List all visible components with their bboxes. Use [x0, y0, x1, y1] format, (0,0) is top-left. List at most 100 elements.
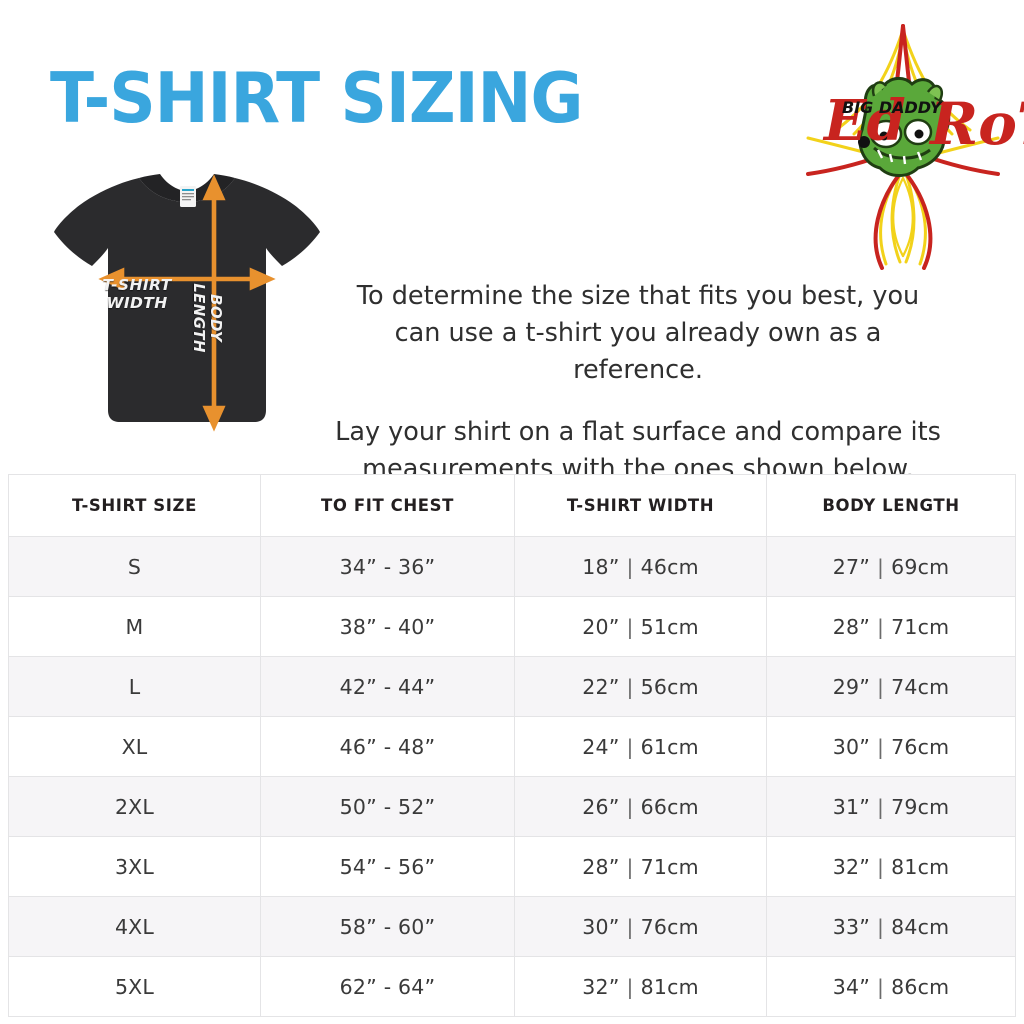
- cell-body-length: 34” | 86cm: [766, 956, 1016, 1017]
- value-cm: 84cm: [891, 914, 950, 939]
- unit-separator: |: [877, 554, 885, 579]
- value-inches: 22”: [582, 674, 620, 699]
- tshirt-diagram: [42, 170, 332, 438]
- value-cm: 61cm: [640, 734, 699, 759]
- unit-separator: |: [877, 914, 885, 939]
- table-row: S 34” - 36” 18” | 46cm 27” | 69cm: [8, 536, 1016, 597]
- value-inches: 24”: [582, 734, 620, 759]
- unit-separator: |: [877, 734, 885, 759]
- unit-separator: |: [877, 614, 885, 639]
- unit-separator: |: [626, 794, 634, 819]
- sizing-table: T-SHIRT SIZE TO FIT CHEST T-SHIRT WIDTH …: [8, 474, 1016, 1017]
- value-inches: 20”: [582, 614, 620, 639]
- table-row: 5XL 62” - 64” 32” | 81cm 34” | 86cm: [8, 956, 1016, 1017]
- ed-roth-logo: Ed RoTH BIG DADDY: [778, 18, 1024, 270]
- value-cm: 56cm: [640, 674, 699, 699]
- value-cm: 79cm: [891, 794, 950, 819]
- cell-body-length: 27” | 69cm: [766, 536, 1016, 597]
- logo-text-big-daddy: BIG DADDY: [842, 98, 943, 117]
- value-cm: 76cm: [640, 914, 699, 939]
- cell-tshirt-width: 20” | 51cm: [514, 596, 767, 657]
- cell-size: 5XL: [8, 956, 261, 1017]
- cell-tshirt-width: 26” | 66cm: [514, 776, 767, 837]
- cell-tshirt-width: 24” | 61cm: [514, 716, 767, 777]
- column-header-tshirt-width: T-SHIRT WIDTH: [514, 474, 767, 537]
- measurement-arrows-icon: [98, 174, 276, 432]
- cell-chest: 34” - 36”: [260, 536, 515, 597]
- cell-chest: 58” - 60”: [260, 896, 515, 957]
- instructions-paragraph-1: To determine the size that fits you best…: [356, 281, 920, 386]
- cell-tshirt-width: 28” | 71cm: [514, 836, 767, 897]
- value-cm: 86cm: [891, 974, 950, 999]
- cell-size: 4XL: [8, 896, 261, 957]
- logo-text-roth: RoTH: [928, 90, 1024, 158]
- value-inches: 28”: [582, 854, 620, 879]
- value-inches: 33”: [832, 914, 871, 939]
- table-row: XL 46” - 48” 24” | 61cm 30” | 76cm: [8, 716, 1016, 777]
- unit-separator: |: [877, 974, 885, 999]
- tshirt-icon: [54, 174, 320, 422]
- value-cm: 51cm: [640, 614, 699, 639]
- logo-text-ed: Ed: [822, 88, 906, 154]
- instructions-block: To determine the size that fits you best…: [330, 278, 946, 488]
- cell-chest: 46” - 48”: [260, 716, 515, 777]
- cell-chest: 42” - 44”: [260, 656, 515, 717]
- unit-separator: |: [877, 854, 885, 879]
- value-cm: 69cm: [891, 554, 950, 579]
- value-cm: 46cm: [640, 554, 699, 579]
- cell-size: S: [8, 536, 261, 597]
- value-inches: 34”: [832, 974, 871, 999]
- column-header-chest: TO FIT CHEST: [260, 474, 515, 537]
- unit-separator: |: [877, 794, 885, 819]
- unit-separator: |: [626, 914, 634, 939]
- value-cm: 76cm: [891, 734, 950, 759]
- table-row: 4XL 58” - 60” 30” | 76cm 33” | 84cm: [8, 896, 1016, 957]
- unit-separator: |: [626, 614, 634, 639]
- column-header-body-length: BODY LENGTH: [766, 474, 1016, 537]
- table-row: M 38” - 40” 20” | 51cm 28” | 71cm: [8, 596, 1016, 657]
- cell-size: 3XL: [8, 836, 261, 897]
- cell-tshirt-width: 32” | 81cm: [514, 956, 767, 1017]
- cell-tshirt-width: 18” | 46cm: [514, 536, 767, 597]
- value-cm: 71cm: [640, 854, 699, 879]
- unit-separator: |: [626, 854, 634, 879]
- value-inches: 27”: [832, 554, 871, 579]
- table-row: 3XL 54” - 56” 28” | 71cm 32” | 81cm: [8, 836, 1016, 897]
- table-row: L 42” - 44” 22” | 56cm 29” | 74cm: [8, 656, 1016, 717]
- unit-separator: |: [626, 974, 634, 999]
- cell-chest: 38” - 40”: [260, 596, 515, 657]
- value-inches: 26”: [582, 794, 620, 819]
- unit-separator: |: [626, 554, 634, 579]
- value-cm: 81cm: [640, 974, 699, 999]
- value-cm: 81cm: [891, 854, 950, 879]
- value-inches: 32”: [582, 974, 620, 999]
- cell-body-length: 33” | 84cm: [766, 896, 1016, 957]
- value-cm: 71cm: [891, 614, 950, 639]
- cell-tshirt-width: 22” | 56cm: [514, 656, 767, 717]
- value-cm: 66cm: [640, 794, 699, 819]
- cell-tshirt-width: 30” | 76cm: [514, 896, 767, 957]
- value-inches: 28”: [832, 614, 871, 639]
- page-title: T-SHIRT SIZING: [50, 57, 583, 139]
- unit-separator: |: [626, 674, 634, 699]
- unit-separator: |: [626, 734, 634, 759]
- value-inches: 32”: [832, 854, 871, 879]
- rat-fink-icon: [858, 77, 951, 177]
- value-inches: 30”: [582, 914, 620, 939]
- cell-body-length: 28” | 71cm: [766, 596, 1016, 657]
- table-body: S 34” - 36” 18” | 46cm 27” | 69cm M 38” - 40” 20” |…: [8, 536, 1016, 1017]
- value-inches: 31”: [832, 794, 871, 819]
- cell-body-length: 31” | 79cm: [766, 776, 1016, 837]
- value-cm: 74cm: [891, 674, 950, 699]
- cell-chest: 62” - 64”: [260, 956, 515, 1017]
- value-inches: 18”: [582, 554, 620, 579]
- cell-chest: 50” - 52”: [260, 776, 515, 837]
- cell-chest: 54” - 56”: [260, 836, 515, 897]
- table-header-row: T-SHIRT SIZE TO FIT CHEST T-SHIRT WIDTH …: [8, 474, 1016, 537]
- cell-body-length: 30” | 76cm: [766, 716, 1016, 777]
- cell-size: M: [8, 596, 261, 657]
- column-header-size: T-SHIRT SIZE: [8, 474, 261, 537]
- table-row: 2XL 50” - 52” 26” | 66cm 31” | 79cm: [8, 776, 1016, 837]
- cell-body-length: 32” | 81cm: [766, 836, 1016, 897]
